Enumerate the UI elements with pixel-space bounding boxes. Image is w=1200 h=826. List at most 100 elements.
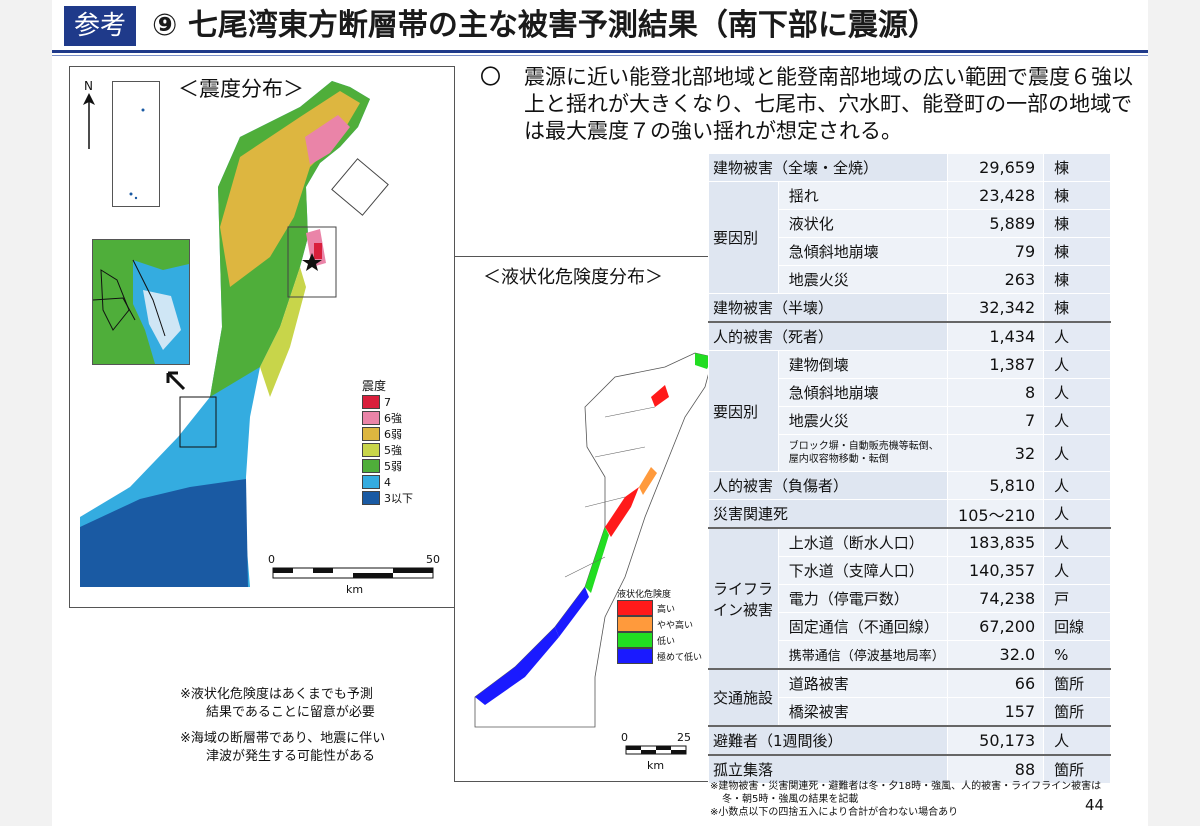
traffic-item-unit: 箇所 bbox=[1043, 697, 1111, 727]
note-2-line-1: ※海域の断層帯であり、地震に伴い bbox=[180, 731, 386, 746]
lifeline-item-value: 32.0 bbox=[947, 640, 1045, 670]
seismic-legend-item: 4 bbox=[362, 474, 413, 490]
lifeline-item-unit: 人 bbox=[1043, 527, 1111, 557]
seismic-intensity-map: ＜震度分布＞ N bbox=[69, 66, 455, 608]
note-1-line-2: 結果であることに留意が必要 bbox=[206, 705, 375, 720]
table-row: ブロック塀・自動販売機等転倒、屋内収容物移動・転倒 32 人 bbox=[709, 434, 1111, 472]
building-total-label: 建物被害（全壊・全焼） bbox=[707, 153, 949, 182]
seismic-legend-label: 7 bbox=[384, 395, 391, 409]
liquefaction-peninsula-shape bbox=[474, 352, 714, 728]
north-arrow-icon bbox=[83, 93, 95, 149]
liquefaction-legend-label: やや高い bbox=[657, 620, 694, 631]
cause-label: 地震火災 bbox=[777, 406, 949, 435]
injured-value: 5,810 bbox=[947, 471, 1045, 500]
lifeline-item-label: 下水道（支障人口） bbox=[777, 556, 949, 585]
lifeline-item-unit: % bbox=[1043, 640, 1111, 670]
lifeline-item-label: 上水道（断水人口） bbox=[777, 527, 949, 557]
cause-label: 揺れ bbox=[777, 181, 949, 210]
traffic-item-unit: 箇所 bbox=[1043, 668, 1111, 698]
seismic-legend-item: 7 bbox=[362, 394, 413, 410]
liquefaction-map-title: ＜液状化危険度分布＞ bbox=[483, 267, 663, 288]
inset-pointer-arrow-icon bbox=[166, 371, 186, 391]
seismic-legend-item: 3以下 bbox=[362, 490, 413, 506]
death-total-unit: 人 bbox=[1043, 321, 1111, 351]
liquefaction-legend-swatch bbox=[617, 600, 653, 616]
page-number: 44 bbox=[1085, 796, 1105, 814]
lifeline-item-unit: 回線 bbox=[1043, 612, 1111, 641]
seismic-legend-label: 3以下 bbox=[384, 492, 413, 505]
seismic-legend-swatch bbox=[362, 491, 380, 505]
footnote-line-2: 冬・朝5時・強風の結果を記載 bbox=[722, 794, 859, 805]
seismic-scale-unit: km bbox=[346, 583, 364, 596]
related-death-label: 災害関連死 bbox=[707, 499, 949, 529]
liquefaction-scale-unit: km bbox=[647, 759, 665, 772]
seismic-legend-label: 5弱 bbox=[384, 460, 402, 473]
seismic-legend-label: 6弱 bbox=[384, 428, 402, 441]
isolated-unit: 箇所 bbox=[1043, 754, 1111, 784]
building-cause-label: 要因別 bbox=[708, 181, 779, 294]
table-row: 避難者（1週間後） 50,173 人 bbox=[707, 725, 1111, 756]
cause-label: 地震火災 bbox=[777, 265, 949, 294]
slide: 参考 ⑨ 七尾湾東方断層帯の主な被害予測結果（南下部に震源） ＜震度分布＞ N bbox=[52, 0, 1148, 826]
traffic-item-value: 66 bbox=[947, 668, 1045, 698]
islands-inset bbox=[112, 81, 160, 207]
zoom-inset-map bbox=[92, 239, 190, 365]
related-death-unit: 人 bbox=[1043, 499, 1111, 529]
cause-label: ブロック塀・自動販売機等転倒、屋内収容物移動・転倒 bbox=[777, 434, 949, 472]
cause-value: 8 bbox=[947, 378, 1045, 407]
building-total-unit: 棟 bbox=[1043, 153, 1111, 182]
cause-value: 5,889 bbox=[947, 209, 1045, 238]
lifeline-item-unit: 人 bbox=[1043, 556, 1111, 585]
lifeline-item-value: 67,200 bbox=[947, 612, 1045, 641]
evacuees-unit: 人 bbox=[1043, 725, 1111, 756]
liquefaction-scale-end: 25 bbox=[677, 731, 691, 744]
traffic-item-label: 橋梁被害 bbox=[777, 697, 949, 727]
map-notes: ※液状化危険度はあくまでも予測 結果であることに留意が必要 ※海域の断層帯であり… bbox=[180, 686, 385, 774]
cause-label: 建物倒壊 bbox=[777, 350, 949, 379]
cause-value: 1,387 bbox=[947, 350, 1045, 379]
lifeline-item-label: 電力（停電戸数） bbox=[777, 584, 949, 613]
liquefaction-legend-label: 低い bbox=[657, 636, 676, 647]
cause-unit: 棟 bbox=[1043, 181, 1111, 210]
seismic-map-title: ＜震度分布＞ bbox=[178, 77, 304, 101]
liquefaction-legend-item: 低い bbox=[617, 632, 702, 648]
building-half-value: 32,342 bbox=[947, 293, 1045, 323]
seismic-legend-item: 5強 bbox=[362, 442, 413, 458]
footnote-line-1: ※建物被害・災害関連死・避難者は冬・夕18時・強風、人的被害・ライフライン被害は bbox=[710, 781, 1102, 792]
death-total-label: 人的被害（死者） bbox=[707, 321, 949, 351]
liquefaction-scale-bar bbox=[625, 745, 687, 755]
table-row: 液状化 5,889 棟 bbox=[709, 209, 1111, 238]
lifeline-label: ライフライン被害 bbox=[708, 527, 779, 670]
liquefaction-legend-swatch bbox=[617, 632, 653, 648]
header-rule bbox=[52, 50, 1148, 53]
seismic-legend-swatch bbox=[362, 411, 380, 425]
table-row: 急傾斜地崩壊 8 人 bbox=[709, 378, 1111, 407]
liquefaction-legend-title: 液状化危険度 bbox=[617, 590, 672, 600]
seismic-scale-end: 50 bbox=[426, 553, 440, 566]
liquefaction-legend-label: 高い bbox=[657, 604, 676, 615]
seismic-legend-item: 5弱 bbox=[362, 458, 413, 474]
seismic-legend: 震度 7 6強 6弱 5強 5弱 4 3以下 bbox=[362, 377, 413, 506]
traffic-item-value: 157 bbox=[947, 697, 1045, 727]
seismic-legend-title: 震度 bbox=[362, 379, 387, 393]
seismic-legend-label: 6強 bbox=[384, 412, 402, 425]
table-row: 建物被害（全壊・全焼） 29,659 棟 bbox=[707, 153, 1111, 182]
liquefaction-legend-item: やや高い bbox=[617, 616, 702, 632]
liquefaction-legend-item: 極めて低い bbox=[617, 648, 702, 664]
table-footnotes: ※建物被害・災害関連死・避難者は冬・夕18時・強風、人的被害・ライフライン被害は… bbox=[710, 780, 1110, 819]
traffic-label: 交通施設 bbox=[708, 668, 779, 727]
bullet-circle-icon: 〇 bbox=[480, 65, 501, 89]
building-total-value: 29,659 bbox=[947, 153, 1045, 182]
note-2-line-2: 津波が発生する可能性がある bbox=[206, 749, 376, 764]
lifeline-item-value: 140,357 bbox=[947, 556, 1045, 585]
liquefaction-legend-label: 極めて低い bbox=[657, 652, 703, 663]
evacuees-label: 避難者（1週間後） bbox=[707, 725, 949, 756]
table-row: 橋梁被害 157 箇所 bbox=[709, 697, 1111, 727]
liquefaction-legend-item: 高い bbox=[617, 600, 702, 616]
cause-unit: 棟 bbox=[1043, 265, 1111, 294]
injured-unit: 人 bbox=[1043, 471, 1111, 500]
seismic-legend-item: 6弱 bbox=[362, 426, 413, 442]
cause-value: 7 bbox=[947, 406, 1045, 435]
death-cause-label: 要因別 bbox=[708, 350, 779, 472]
table-row: 下水道（支障人口） 140,357 人 bbox=[709, 556, 1111, 585]
